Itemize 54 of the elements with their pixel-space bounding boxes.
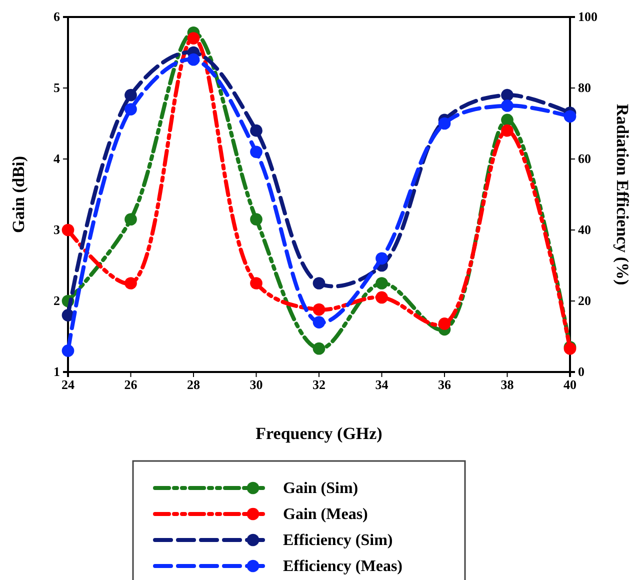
- x-tick-label: 40: [564, 377, 576, 392]
- y-tick-label: 2: [54, 293, 60, 308]
- x-tick-label: 30: [250, 377, 263, 392]
- y2-tick-label: 100: [578, 9, 598, 24]
- x-tick-label: 32: [312, 377, 326, 392]
- point: [250, 124, 262, 137]
- point: [312, 277, 326, 290]
- point: [501, 124, 514, 137]
- y2-tick-label: 60: [578, 151, 591, 166]
- point: [124, 213, 137, 226]
- point: [312, 316, 326, 328]
- legend-label: Gain (Sim): [283, 480, 358, 497]
- point: [124, 277, 137, 290]
- x-axis-title: Frequency (GHz): [256, 424, 382, 443]
- x-tick-label: 26: [124, 377, 138, 392]
- point: [501, 100, 514, 112]
- point: [564, 110, 576, 123]
- x-tick-label: 24: [62, 377, 75, 392]
- x-tick-label: 38: [500, 377, 514, 392]
- point: [312, 342, 326, 355]
- point: [62, 224, 74, 236]
- point: [438, 318, 451, 330]
- y2-tick-label: 80: [578, 80, 591, 96]
- y2-axis-title: Radiation Efficiency (%): [613, 104, 632, 286]
- y-tick-label: 3: [54, 222, 60, 238]
- point: [376, 252, 388, 265]
- point: [501, 88, 514, 102]
- y-tick-label: 4: [54, 151, 60, 166]
- point: [62, 344, 74, 357]
- x-tick-label: 34: [375, 377, 389, 392]
- point: [187, 53, 200, 66]
- point: [124, 88, 137, 102]
- x-tick-label: 28: [187, 377, 200, 392]
- y-axis-title: Gain (dBi): [9, 156, 28, 233]
- y2-tick-label: 20: [578, 293, 591, 308]
- legend-label: Gain (Meas): [283, 506, 368, 523]
- point: [376, 291, 388, 304]
- point: [501, 114, 514, 126]
- point: [250, 146, 262, 158]
- y-tick-label: 1: [54, 364, 60, 380]
- point: [187, 32, 200, 44]
- point: [250, 213, 262, 226]
- legend-label: Efficiency (Meas): [283, 558, 403, 575]
- y2-tick-label: 0: [578, 364, 584, 380]
- point: [250, 277, 262, 290]
- y-tick-label: 5: [54, 80, 60, 96]
- x-tick-label: 36: [438, 377, 452, 392]
- y-tick-label: 6: [54, 9, 60, 24]
- point: [312, 303, 326, 316]
- legend-label: Efficiency (Sim): [283, 532, 393, 549]
- point: [124, 103, 137, 116]
- y2-tick-label: 40: [578, 222, 591, 238]
- point: [438, 117, 451, 130]
- point: [376, 277, 388, 290]
